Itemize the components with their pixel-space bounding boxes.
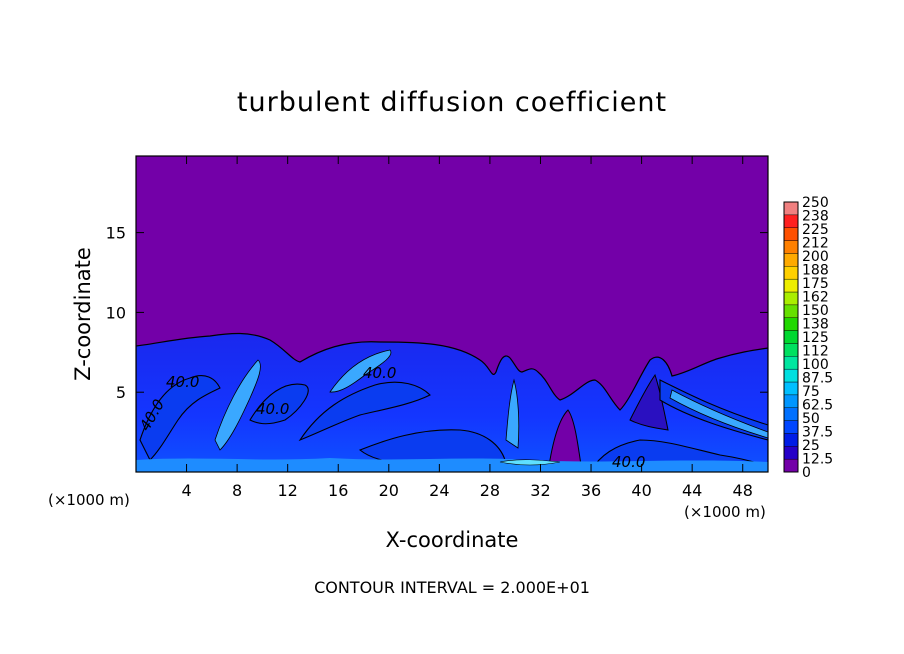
contour-label: 40.0 <box>612 453 645 471</box>
colorbar-label: 25 <box>802 438 820 454</box>
colorbar-label: 125 <box>802 330 829 346</box>
x-tick-label: 8 <box>232 481 242 500</box>
colorbar-swatch <box>783 291 799 306</box>
colorbar-swatch <box>783 356 799 370</box>
x-axis-ticks: 4 8 12 16 20 24 28 32 36 40 44 48 <box>181 156 753 500</box>
colorbar-label: 150 <box>802 303 829 319</box>
colorbar-label: 188 <box>802 263 829 279</box>
contour-label: 40.0 <box>256 400 289 418</box>
x-tick-label: 4 <box>181 481 191 500</box>
x-tick-label: 12 <box>278 481 298 500</box>
colorbar-frame <box>783 201 799 473</box>
y-tick-label: 5 <box>116 383 126 402</box>
x-tick-label: 28 <box>480 481 500 500</box>
colorbar-label: 0 <box>802 465 811 481</box>
colorbar-swatch <box>783 278 799 293</box>
x-tick-label: 20 <box>379 481 399 500</box>
plot-frame <box>135 155 769 473</box>
colorbar-label: 37.5 <box>802 425 833 441</box>
colorbar-swatch <box>783 446 799 460</box>
colorbar-label: 75 <box>802 384 820 400</box>
contour-label: 40.0 <box>363 364 396 382</box>
x-tick-label: 32 <box>530 481 550 500</box>
colorbar-label: 238 <box>802 209 829 225</box>
colorbar-label: 250 <box>802 195 829 211</box>
colorbar-label: 138 <box>802 317 829 333</box>
colorbar-label: 100 <box>802 357 829 373</box>
x-tick-label: 40 <box>631 481 651 500</box>
colorbar-label: 200 <box>802 249 829 265</box>
colorbar-swatch <box>783 227 799 241</box>
turbulent-layer <box>136 332 768 472</box>
contour-labels: 40.0 40.0 40.0 40.0 40.0 <box>136 364 646 471</box>
colorbar-swatch <box>783 394 799 408</box>
contour-40-a <box>139 375 221 461</box>
notch-34 <box>547 409 583 472</box>
x-tick-label: 48 <box>733 481 753 500</box>
colorbar-swatch <box>783 458 799 473</box>
contour-interval-note: CONTOUR INTERVAL = 2.000E+01 <box>314 578 590 597</box>
streak-1 <box>214 359 261 451</box>
y-tick-label: 10 <box>106 303 126 322</box>
contour-label: 40.0 <box>166 373 199 391</box>
plot-area <box>136 156 768 472</box>
colorbar-label: 50 <box>802 411 820 427</box>
colorbar-swatch <box>783 201 799 216</box>
x-tick-label: 36 <box>581 481 601 500</box>
colorbar-label: 62.5 <box>802 398 833 414</box>
colorbar-swatch <box>783 240 799 254</box>
colorbar-swatch <box>783 433 799 447</box>
colorbar-swatch <box>783 381 799 396</box>
colorbar-swatch <box>783 330 799 344</box>
colorbar-label: 12.5 <box>802 452 833 468</box>
colorbar: 012.52537.55062.57587.510011212513815016… <box>783 195 833 481</box>
y-tick-label: 15 <box>106 224 126 243</box>
streak-3 <box>505 378 520 449</box>
colorbar-label: 175 <box>802 276 829 292</box>
colorbar-swatch <box>783 214 799 228</box>
colorbar-label: 225 <box>802 222 829 238</box>
colorbar-swatch <box>783 343 799 357</box>
x-axis-label: X-coordinate <box>386 528 519 552</box>
contour-40-c <box>298 381 431 442</box>
streak-4 <box>669 389 768 439</box>
x-tick-label: 44 <box>682 481 702 500</box>
colorbar-swatch <box>783 266 799 280</box>
y-axis-ticks: 5 10 15 <box>106 224 768 402</box>
colorbar-swatch <box>783 304 799 318</box>
colorbar-swatch <box>783 253 799 267</box>
colorbar-label: 162 <box>802 290 829 306</box>
x-tick-label: 24 <box>429 481 449 500</box>
colorbar-label: 87.5 <box>802 371 833 387</box>
x-unit-label: (×1000 m) <box>684 503 766 521</box>
y-axis-label: Z-coordinate <box>71 247 95 381</box>
streak-2 <box>329 349 392 393</box>
z-unit-label: (×1000 m) <box>48 491 130 509</box>
colorbar-swatch <box>783 317 799 331</box>
contour-40-b <box>249 383 309 425</box>
colorbar-swatch <box>783 368 799 383</box>
chart-title: turbulent diffusion coefficient <box>237 87 667 118</box>
surface-band <box>136 458 768 472</box>
x-tick-label: 16 <box>328 481 348 500</box>
colorbar-swatch <box>783 407 799 421</box>
bright-streak <box>499 459 561 466</box>
colorbar-label: 112 <box>802 344 829 360</box>
colorbar-label: 212 <box>802 236 829 252</box>
colorbar-swatch <box>783 420 799 434</box>
